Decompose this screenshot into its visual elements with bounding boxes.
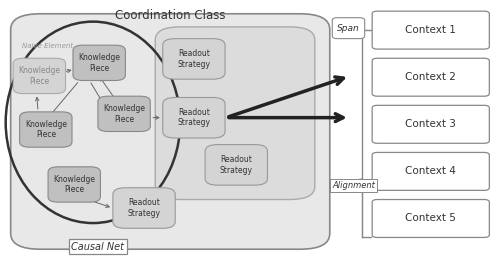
Text: Context 1: Context 1 [406, 25, 456, 35]
FancyBboxPatch shape [48, 167, 100, 202]
Text: Knowledge
Piece: Knowledge Piece [18, 66, 60, 86]
FancyBboxPatch shape [156, 27, 315, 200]
Text: Knowledge
Piece: Knowledge Piece [25, 120, 67, 139]
Text: Knowledge
Piece: Knowledge Piece [53, 175, 95, 194]
Text: Context 2: Context 2 [406, 72, 456, 82]
Text: Knowledge
Piece: Knowledge Piece [103, 104, 145, 124]
Text: Readout
Strategy: Readout Strategy [128, 198, 160, 218]
Text: Naive Element: Naive Element [22, 43, 73, 49]
Text: Context 5: Context 5 [406, 214, 456, 224]
FancyBboxPatch shape [13, 58, 66, 94]
FancyBboxPatch shape [73, 45, 126, 80]
Text: Span: Span [337, 24, 360, 33]
FancyBboxPatch shape [113, 188, 175, 228]
FancyBboxPatch shape [372, 105, 490, 143]
FancyBboxPatch shape [20, 112, 72, 147]
FancyBboxPatch shape [372, 11, 490, 49]
FancyBboxPatch shape [162, 98, 225, 138]
FancyBboxPatch shape [10, 14, 330, 249]
FancyBboxPatch shape [332, 18, 364, 39]
FancyBboxPatch shape [372, 153, 490, 190]
Text: Knowledge
Piece: Knowledge Piece [78, 53, 120, 73]
FancyBboxPatch shape [98, 96, 150, 132]
Text: Readout
Strategy: Readout Strategy [178, 49, 210, 69]
Text: Context 3: Context 3 [406, 119, 456, 129]
FancyBboxPatch shape [372, 200, 490, 237]
FancyBboxPatch shape [372, 58, 490, 96]
FancyBboxPatch shape [162, 39, 225, 79]
Text: Causal Net: Causal Net [72, 242, 124, 252]
FancyBboxPatch shape [205, 145, 268, 185]
Text: Alignment: Alignment [332, 181, 375, 190]
Text: Readout
Strategy: Readout Strategy [220, 155, 253, 175]
Text: Context 4: Context 4 [406, 166, 456, 176]
Text: Coordination Class: Coordination Class [115, 9, 226, 22]
Text: Readout
Strategy: Readout Strategy [178, 108, 210, 128]
